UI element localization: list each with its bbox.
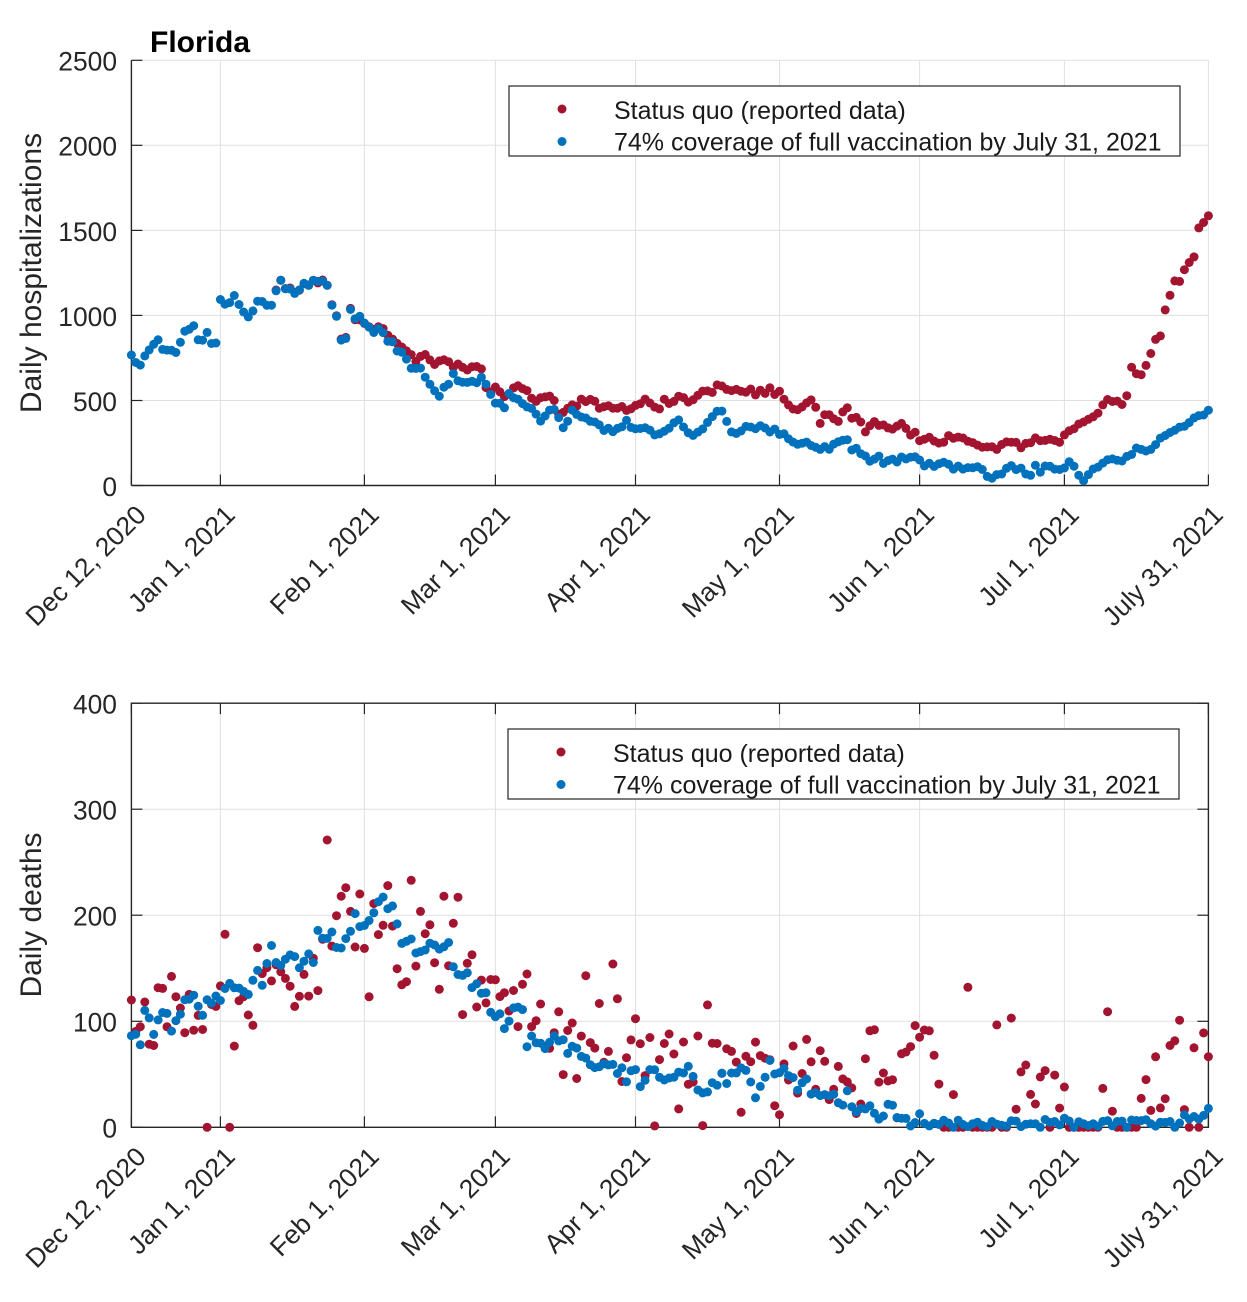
svg-text:2500: 2500 — [58, 47, 117, 77]
svg-text:0: 0 — [102, 1114, 117, 1144]
svg-text:1000: 1000 — [58, 302, 117, 332]
svg-text:74% coverage of full vaccinati: 74% coverage of full vaccination by July… — [613, 772, 1161, 800]
svg-text:400: 400 — [73, 690, 117, 720]
svg-text:300: 300 — [73, 796, 117, 826]
svg-text:Status quo (reported data): Status quo (reported data) — [614, 97, 906, 125]
svg-text:500: 500 — [73, 387, 117, 417]
svg-text:Daily deaths: Daily deaths — [15, 832, 48, 997]
svg-text:Status quo (reported data): Status quo (reported data) — [613, 740, 905, 768]
svg-text:Florida: Florida — [150, 26, 250, 59]
svg-text:Daily hospitalizations: Daily hospitalizations — [15, 133, 48, 413]
svg-text:100: 100 — [73, 1008, 117, 1038]
svg-text:2000: 2000 — [58, 132, 117, 162]
svg-text:74% coverage of full vaccinati: 74% coverage of full vaccination by July… — [614, 129, 1162, 157]
svg-text:200: 200 — [73, 902, 117, 932]
svg-text:1500: 1500 — [58, 217, 117, 247]
svg-text:0: 0 — [102, 472, 117, 502]
